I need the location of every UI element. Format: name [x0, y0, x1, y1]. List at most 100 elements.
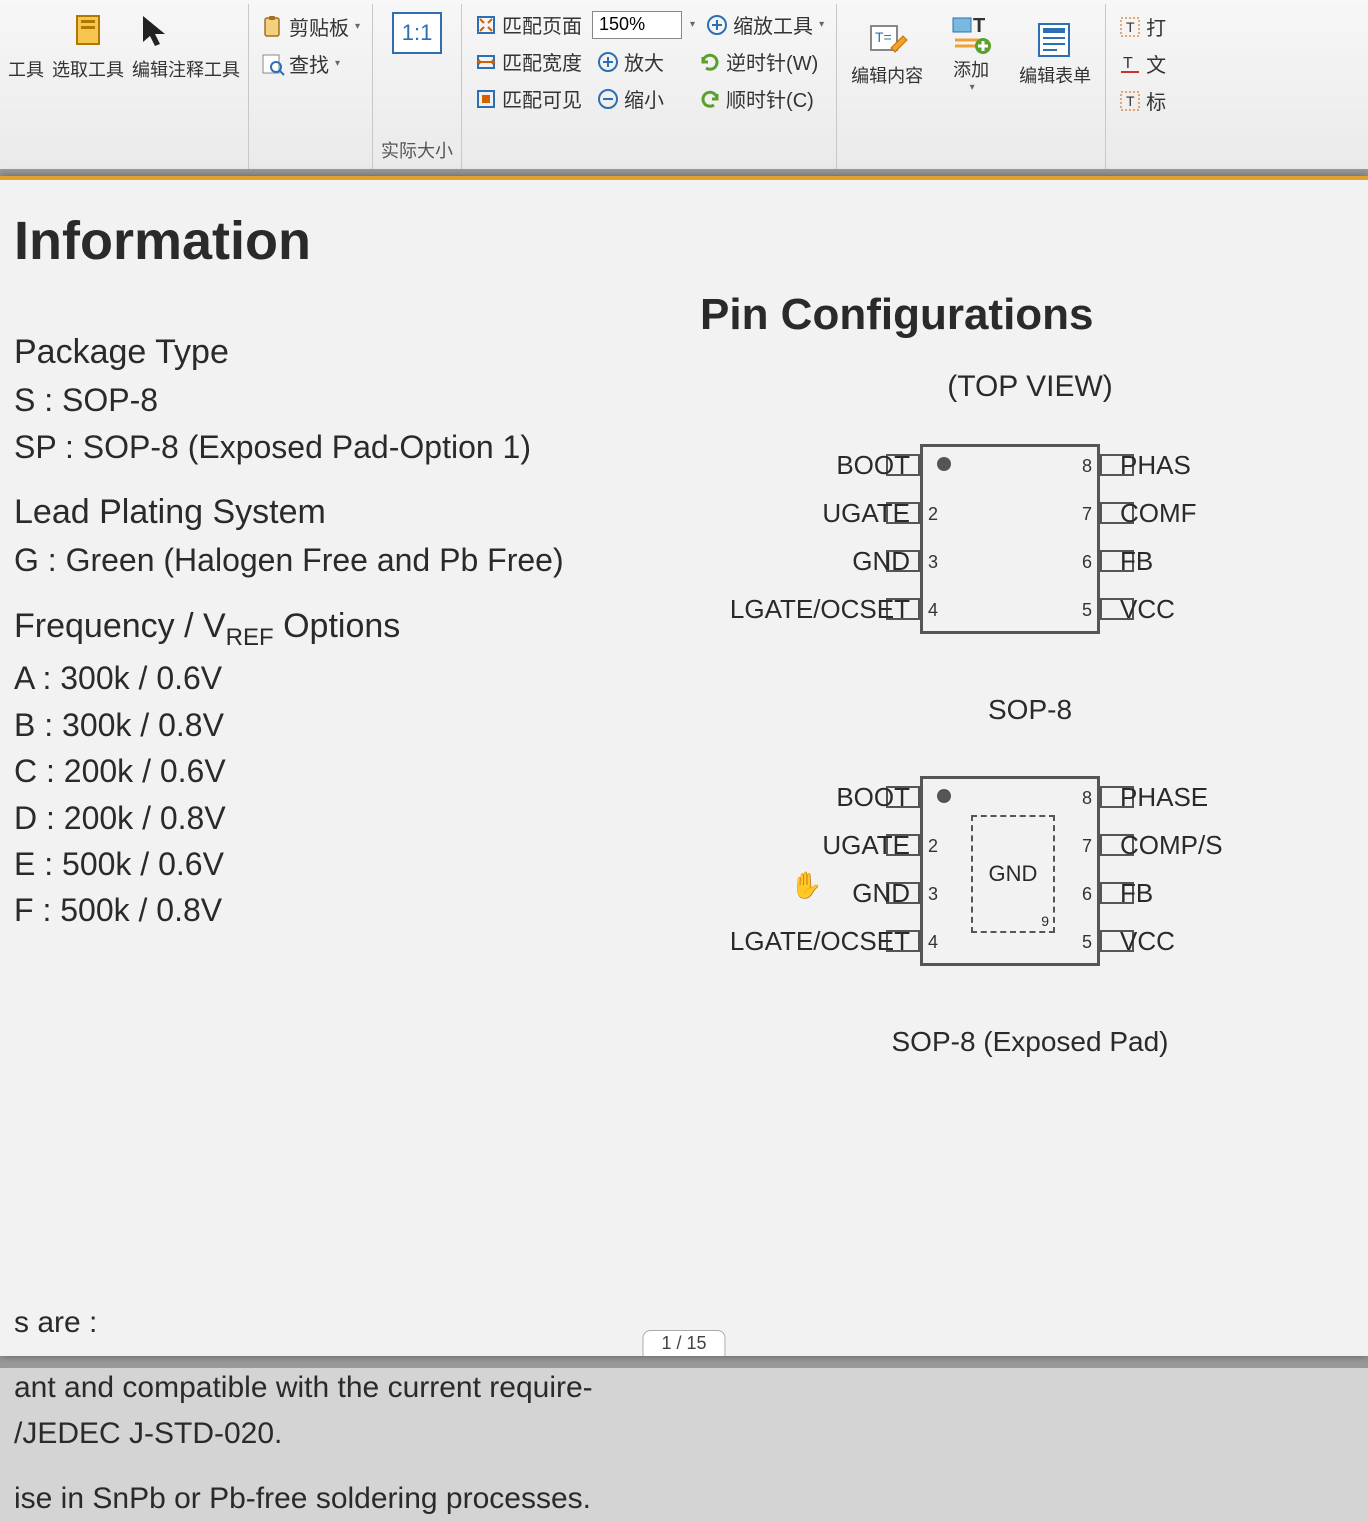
pin-number: 7 [1082, 836, 1092, 857]
ratio-icon: 1:1 [392, 12, 443, 54]
chevron-down-icon: ▾ [335, 58, 340, 69]
pin-number: 3 [928, 552, 938, 573]
zoom-tools-button[interactable]: 缩放工具 ▾ [701, 8, 828, 41]
pin1-notch-icon [937, 789, 951, 803]
clipboard-icon [261, 15, 285, 39]
lead-g: G : Green (Halogen Free and Pb Free) [14, 537, 654, 583]
opt-c: C : 200k / 0.6V [14, 748, 654, 794]
chip-body [920, 444, 1100, 634]
pin-number: 3 [928, 884, 938, 905]
clipboard-group: 剪贴板 ▾ 查找 ▾ [249, 4, 373, 169]
pin1-notch-icon [937, 457, 951, 471]
actual-size-button[interactable]: 1:1 [386, 10, 449, 56]
rotate-cw-icon [698, 87, 722, 111]
chip-diagram-sop8: 8BOOTPHAS27UGATECOMF36GNDFB45LGATE/OCSET… [700, 424, 1360, 684]
lead-plating-header: Lead Plating System [14, 488, 654, 537]
chip-body: GND9 [920, 776, 1100, 966]
pad-pin-number: 9 [1041, 913, 1049, 929]
svg-text:T: T [1126, 19, 1135, 35]
toolbar: 工具 选取工具 编辑注释工具 剪贴板 ▾ 查找 ▾ [0, 0, 1368, 170]
opt-e: E : 500k / 0.6V [14, 841, 654, 887]
hand-tool-button[interactable] [65, 8, 121, 56]
fit-page-icon [474, 13, 498, 37]
actual-size-label: 实际大小 [381, 137, 453, 169]
chevron-down-icon: ▾ [355, 21, 360, 32]
clipboard-button[interactable]: 剪贴板 ▾ [257, 10, 364, 43]
hand-tool-icon [71, 10, 115, 54]
right-partial-group: T 打 T 文 T 标 [1106, 4, 1178, 169]
minus-circle-icon [596, 87, 620, 111]
cursor-icon [133, 10, 177, 54]
opt-a: A : 300k / 0.6V [14, 655, 654, 701]
pin-label: UGATE [710, 830, 910, 861]
rotate-cw-label: 顺时针(C) [726, 84, 814, 113]
fit-width-icon [474, 50, 498, 74]
zoom-input[interactable] [592, 11, 682, 39]
right-item-1[interactable]: T 文 [1114, 47, 1170, 80]
pin-label: VCC [1120, 926, 1175, 957]
fit-visible-label: 匹配可见 [502, 84, 582, 113]
edit-group: T= 编辑内容 T 添加 ▾ 编辑表单 [837, 4, 1106, 169]
select-tool-button[interactable] [127, 8, 183, 56]
svg-text:T: T [973, 15, 985, 37]
fit-page-button[interactable]: 匹配页面 [470, 8, 586, 41]
text-box-icon: T [1118, 15, 1142, 39]
zoom-tools-label: 缩放工具 [733, 10, 813, 39]
zoom-out-label: 缩小 [624, 84, 664, 113]
exposed-pad: GND9 [971, 815, 1055, 933]
pin-label: BOOT [710, 782, 910, 813]
edit-content-button[interactable]: T= 编辑内容 [845, 16, 929, 90]
pin-config-title: Pin Configurations [700, 290, 1360, 340]
pin-label: BOOT [710, 450, 910, 481]
add-icon: T [949, 12, 993, 56]
edit-content-label: 编辑内容 [851, 62, 923, 88]
opt-f: F : 500k / 0.8V [14, 887, 654, 933]
chip2-caption: SOP-8 (Exposed Pad) [820, 1026, 1240, 1058]
clipboard-label: 剪贴板 [289, 12, 349, 41]
select-tool-label: 选取工具 [52, 56, 124, 82]
pin-label: COMF [1120, 498, 1197, 529]
edit-form-label: 编辑表单 [1019, 62, 1091, 88]
pin-label: COMP/S [1120, 830, 1223, 861]
rotate-ccw-label: 逆时针(W) [726, 47, 818, 76]
fit-width-label: 匹配宽度 [502, 47, 582, 76]
zoom-out-button[interactable]: 缩小 [592, 82, 668, 115]
fit-width-button[interactable]: 匹配宽度 [470, 45, 586, 78]
text-underline-icon: T [1118, 52, 1142, 76]
text-select-icon: T [1118, 89, 1142, 113]
right-item-2[interactable]: T 标 [1114, 84, 1170, 117]
page-indicator[interactable]: 1 / 15 [642, 1330, 725, 1356]
page-title: Information [14, 210, 1368, 272]
pin-number: 6 [1082, 552, 1092, 573]
rotate-cw-button[interactable]: 顺时针(C) [694, 82, 818, 115]
pin-number: 8 [1082, 788, 1092, 809]
edit-content-icon: T= [865, 18, 909, 62]
edit-form-button[interactable]: 编辑表单 [1013, 16, 1097, 90]
package-type-header: Package Type [14, 328, 654, 377]
pin-number: 5 [1082, 600, 1092, 621]
zoom-in-label: 放大 [624, 47, 664, 76]
pin-label: GND [710, 546, 910, 577]
pin-label: UGATE [710, 498, 910, 529]
opt-b: B : 300k / 0.8V [14, 702, 654, 748]
chevron-down-icon[interactable]: ▾ [690, 19, 695, 30]
add-button[interactable]: T 添加 ▾ [943, 10, 999, 95]
pdf-page: Information Package Type S : SOP-8 SP : … [0, 176, 1368, 1356]
zoom-in-button[interactable]: 放大 [592, 45, 668, 78]
chip-diagram-sop8-ep: GND98BOOTPHASE27UGATECOMP/S36GNDFB45LGAT… [700, 756, 1360, 1016]
actual-size-group: 1:1 实际大小 [373, 4, 462, 169]
pin-label: FB [1120, 878, 1153, 909]
fit-visible-button[interactable]: 匹配可见 [470, 82, 586, 115]
pin-number: 4 [928, 600, 938, 621]
zoom-plus-icon [705, 13, 729, 37]
fit-visible-icon [474, 87, 498, 111]
pin-label: GND [710, 878, 910, 909]
pin-label: LGATE/OCSET [710, 926, 910, 957]
rotate-ccw-icon [698, 50, 722, 74]
add-label: 添加 [953, 56, 989, 82]
left-column: Package Type S : SOP-8 SP : SOP-8 (Expos… [14, 310, 654, 934]
right-item-0[interactable]: T 打 [1114, 10, 1170, 43]
rotate-ccw-button[interactable]: 逆时针(W) [694, 45, 822, 78]
find-button[interactable]: 查找 ▾ [257, 47, 364, 80]
edit-form-icon [1033, 18, 1077, 62]
